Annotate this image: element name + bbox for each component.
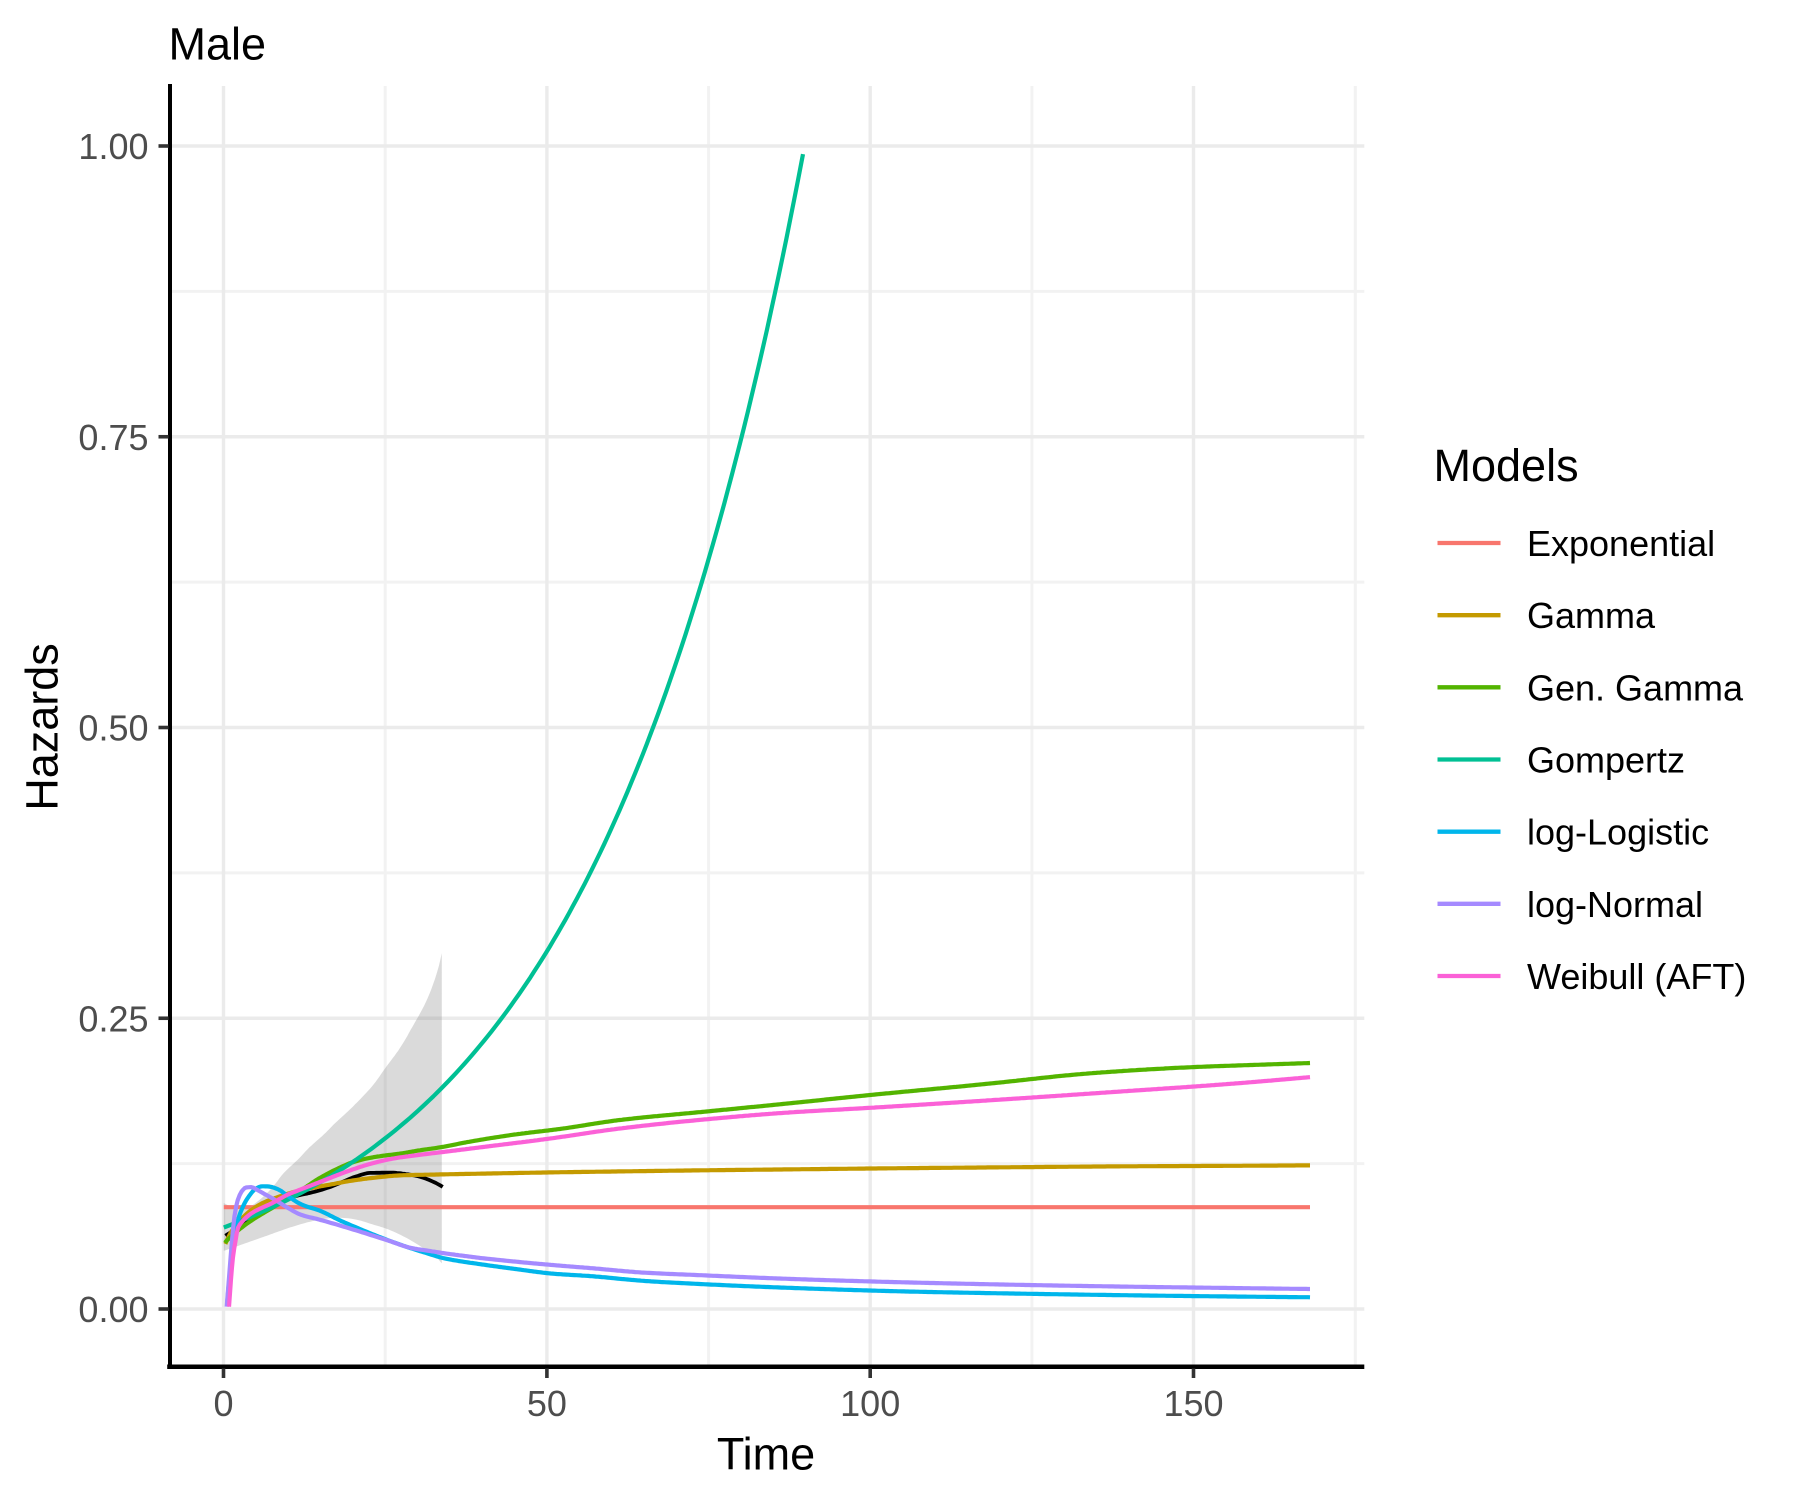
- svg-text:0.75: 0.75: [78, 417, 148, 458]
- svg-text:Time: Time: [717, 1429, 815, 1480]
- svg-text:100: 100: [840, 1383, 900, 1424]
- svg-text:Exponential: Exponential: [1527, 523, 1715, 564]
- svg-text:1.00: 1.00: [78, 126, 148, 167]
- svg-text:Gamma: Gamma: [1527, 595, 1656, 636]
- svg-text:0: 0: [213, 1383, 233, 1424]
- svg-text:Models: Models: [1434, 440, 1579, 491]
- svg-text:150: 150: [1163, 1383, 1223, 1424]
- svg-text:log-Logistic: log-Logistic: [1527, 812, 1709, 853]
- svg-text:Gompertz: Gompertz: [1527, 740, 1685, 781]
- svg-text:0.25: 0.25: [78, 998, 148, 1039]
- svg-text:Hazards: Hazards: [17, 643, 68, 811]
- svg-text:50: 50: [527, 1383, 567, 1424]
- svg-text:Gen. Gamma: Gen. Gamma: [1527, 667, 1744, 708]
- svg-text:log-Normal: log-Normal: [1527, 884, 1703, 925]
- svg-text:0.50: 0.50: [78, 708, 148, 749]
- svg-text:0.00: 0.00: [78, 1289, 148, 1330]
- svg-text:Weibull (AFT): Weibull (AFT): [1527, 956, 1746, 997]
- svg-text:Male: Male: [169, 19, 267, 70]
